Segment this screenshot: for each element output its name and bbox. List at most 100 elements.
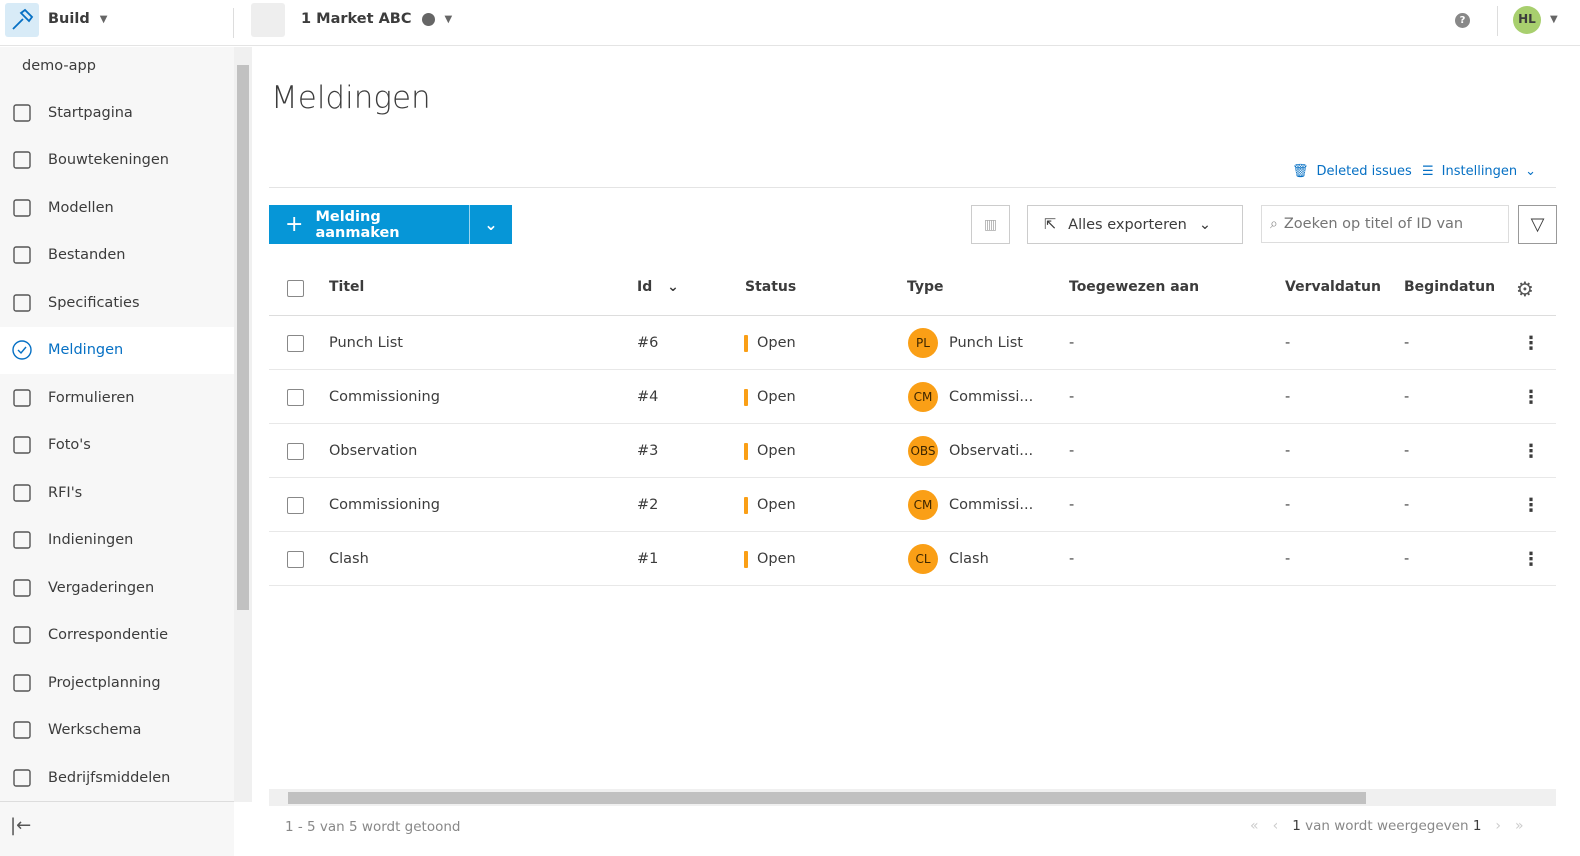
row-checkbox[interactable] [287, 442, 304, 460]
column-header[interactable]: Begindatun [1404, 279, 1495, 295]
sidebar-item-label: Indieningen [48, 532, 134, 548]
sidebar-item-fotos[interactable]: Foto's [0, 422, 234, 469]
type-badge: CM [908, 490, 938, 520]
horizontal-scrollbar[interactable] [269, 789, 1556, 806]
more-options-icon[interactable]: ⋮ [1522, 548, 1540, 570]
settings-dropdown[interactable]: ☰ Instellingen ⌄ [1422, 164, 1536, 179]
scrollbar-thumb[interactable] [237, 65, 249, 610]
table-row[interactable]: Punch List #6 Open PL Punch List - - - ⋮ [269, 316, 1556, 370]
due-date: - [1285, 335, 1291, 351]
table-row[interactable]: Commissioning #2 Open CM Commissi... - - … [269, 478, 1556, 532]
column-header[interactable]: Toegewezen aan [1069, 279, 1199, 295]
issue-title[interactable]: Commissioning [329, 389, 440, 405]
pager-total: 1 [1472, 818, 1482, 834]
row-checkbox[interactable] [287, 388, 304, 406]
build-logo[interactable] [5, 3, 39, 37]
file-icon [13, 246, 31, 264]
chevron-down-icon: ⌄ [1198, 216, 1212, 233]
search-field[interactable]: ⌕ [1261, 205, 1509, 243]
table-row[interactable]: Observation #3 Open OBS Observati... - - … [269, 424, 1556, 478]
column-header[interactable]: Id ⌄ [637, 279, 679, 295]
sidebar-item-label: Startpagina [48, 104, 133, 121]
pagination: « ‹ 1 van wordt weergegeven 1 › » [1250, 818, 1524, 834]
start-date: - [1404, 551, 1410, 567]
row-checkbox[interactable] [287, 550, 304, 568]
sidebar-item-specificaties[interactable]: Specificaties [0, 279, 234, 326]
sidebar-item-bestanden[interactable]: Bestanden [0, 232, 234, 279]
photo-icon [13, 436, 31, 454]
stamp-icon [13, 531, 31, 549]
next-page-icon[interactable]: › [1495, 818, 1502, 834]
map-view-button[interactable]: ▥ [971, 205, 1010, 244]
more-options-icon[interactable]: ⋮ [1522, 332, 1540, 354]
sidebar-item-correspondentie[interactable]: Correspondentie [0, 612, 234, 659]
issue-type: CM Commissi... [908, 478, 1033, 532]
column-settings-gear-icon[interactable]: ⚙ [1516, 277, 1534, 301]
issue-title[interactable]: Punch List [329, 335, 403, 351]
table-row[interactable]: Clash #1 Open CL Clash - - - ⋮ [269, 532, 1556, 586]
help-icon[interactable]: ? [1455, 13, 1470, 28]
assigned-to: - [1069, 443, 1075, 459]
more-options-icon[interactable]: ⋮ [1522, 440, 1540, 462]
column-header-label: Titel [329, 279, 365, 295]
status: Open [744, 316, 796, 370]
app-switcher[interactable]: Build ▼ [48, 11, 107, 27]
column-header[interactable]: Type [907, 279, 944, 295]
sidebar-item-modellen[interactable]: Modellen [0, 184, 234, 231]
sidebar-item-label: Modellen [48, 199, 114, 216]
trash-icon: 🗑 [1292, 164, 1309, 179]
sidebar-item-indieningen[interactable]: Indieningen [0, 517, 234, 564]
sidebar-item-meldingen[interactable]: Meldingen [0, 326, 234, 374]
more-options-icon[interactable]: ⋮ [1522, 386, 1540, 408]
avatar[interactable]: HL [1513, 6, 1541, 34]
due-date: - [1285, 389, 1291, 405]
search-input[interactable] [1283, 216, 1494, 232]
export-all-button[interactable]: ⇱ Alles exporteren ⌄ [1027, 205, 1243, 244]
last-page-icon[interactable]: » [1515, 818, 1524, 834]
sidebar-item-rfis[interactable]: RFI's [0, 469, 234, 516]
create-issue-label: Melding aanmaken [315, 208, 400, 241]
scrollbar-thumb[interactable] [288, 792, 1366, 804]
sidebar-item-projectplanning[interactable]: Projectplanning [0, 659, 234, 706]
sidebar-item-bedrijfsmiddelen[interactable]: Bedrijfsmiddelen [0, 754, 234, 801]
row-checkbox[interactable] [287, 496, 304, 514]
sidebar-item-label: Bouwtekeningen [48, 152, 169, 168]
select-all-checkbox[interactable] [287, 280, 304, 297]
deleted-issues-link[interactable]: 🗑 Deleted issues [1292, 164, 1412, 179]
clipboard-icon [13, 388, 31, 407]
status-indicator [744, 496, 748, 514]
caret-down-icon[interactable]: ▼ [1550, 14, 1558, 25]
first-page-icon[interactable]: « [1250, 818, 1259, 834]
row-checkbox[interactable] [287, 334, 304, 352]
map-icon: ▥ [983, 216, 998, 233]
sidebar-item-vergaderingen[interactable]: Vergaderingen [0, 564, 234, 611]
status-label: Open [757, 551, 796, 567]
start-date: - [1404, 443, 1410, 459]
project-switcher[interactable]: 1 Market ABC ▼ [301, 11, 452, 27]
filter-button[interactable]: ▽ [1518, 205, 1557, 244]
table-row[interactable]: Commissioning #4 Open CM Commissi... - - … [269, 370, 1556, 424]
issue-title[interactable]: Observation [329, 443, 418, 459]
sidebar-item-werkschema[interactable]: Werkschema [0, 707, 234, 754]
prev-page-icon[interactable]: ‹ [1272, 818, 1279, 834]
column-header[interactable]: Vervaldatun [1285, 279, 1381, 295]
check-circle-icon [12, 340, 32, 360]
sidebar-item-bouwtekeningen[interactable]: Bouwtekeningen [0, 137, 234, 184]
type-badge: PL [908, 328, 938, 358]
create-issue-button[interactable]: + Melding aanmaken [269, 205, 469, 244]
collapse-sidebar-icon[interactable]: |← [10, 815, 32, 836]
column-header[interactable]: Titel [329, 279, 364, 295]
sidebar-item-startpagina[interactable]: Startpagina [0, 89, 234, 136]
divider [1497, 6, 1498, 36]
column-header[interactable]: Status [745, 279, 796, 295]
issue-title[interactable]: Clash [329, 551, 369, 567]
issue-title[interactable]: Commissioning [329, 497, 440, 513]
sidebar-scrollbar[interactable] [234, 47, 252, 802]
plus-icon: + [285, 212, 304, 237]
sidebar-item-formulieren[interactable]: Formulieren [0, 374, 234, 421]
create-options-chevron-icon[interactable]: ⌄ [484, 215, 498, 234]
issue-type: OBS Observati... [908, 424, 1033, 478]
type-badge: CM [908, 382, 938, 412]
hammer-icon [12, 8, 34, 30]
more-options-icon[interactable]: ⋮ [1522, 494, 1540, 516]
